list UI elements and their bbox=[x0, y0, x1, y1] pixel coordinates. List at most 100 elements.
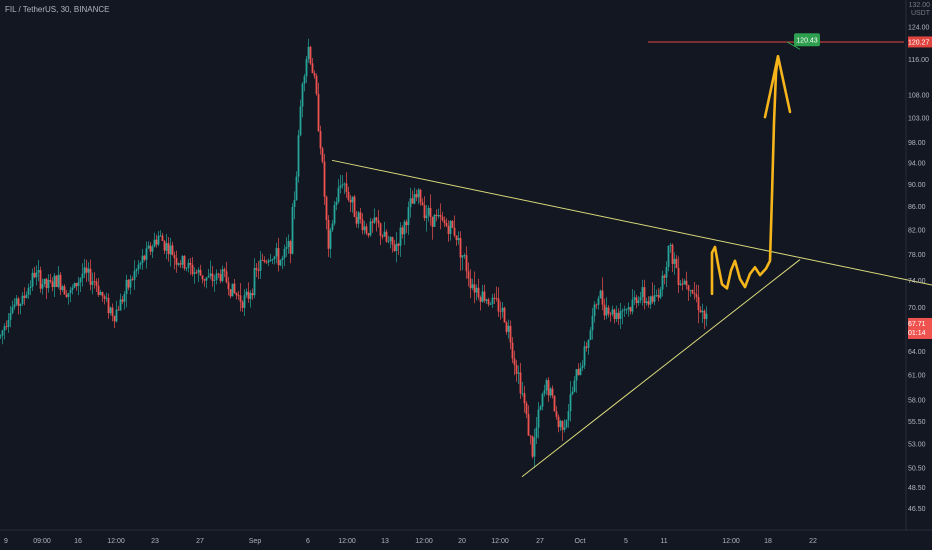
candle-body bbox=[527, 413, 530, 436]
candle-body bbox=[543, 390, 546, 394]
candle-body bbox=[41, 283, 44, 289]
candle-body bbox=[239, 295, 242, 302]
target-level-label: 120.27 bbox=[908, 39, 930, 46]
candle-body bbox=[229, 289, 232, 297]
candle-body bbox=[363, 226, 366, 231]
candle-body bbox=[295, 176, 298, 200]
candle-body bbox=[571, 391, 574, 395]
candle-body bbox=[67, 292, 70, 297]
candle-body bbox=[27, 287, 30, 295]
candle-body bbox=[25, 294, 28, 298]
candle-body bbox=[299, 106, 302, 136]
price-tick-label: 94.00 bbox=[908, 160, 926, 167]
candle-body bbox=[47, 280, 50, 289]
candle-body bbox=[61, 286, 64, 290]
candle-body bbox=[199, 269, 202, 276]
candle-body bbox=[329, 229, 332, 249]
candle-body bbox=[447, 225, 450, 234]
candle-body bbox=[355, 216, 358, 224]
candle-body bbox=[457, 238, 460, 241]
price-tick-label: 90.00 bbox=[908, 182, 926, 189]
time-tick-label: 12:00 bbox=[107, 538, 125, 545]
candle-body bbox=[489, 304, 492, 305]
candle-body bbox=[411, 198, 414, 204]
last-price-box bbox=[908, 317, 932, 339]
candle-body bbox=[235, 292, 238, 296]
candle-body bbox=[657, 295, 660, 298]
candle-body bbox=[307, 46, 310, 59]
candle-body bbox=[129, 279, 132, 288]
candle-body bbox=[353, 196, 356, 217]
candle-body bbox=[197, 269, 200, 273]
candle-body bbox=[503, 307, 506, 323]
price-axis[interactable]: 46.50 48.50 50.50 53.00 55.50 58.00 61.00 64.00… bbox=[908, 24, 930, 512]
candle-body bbox=[227, 282, 230, 290]
time-tick-label: 09:00 bbox=[33, 538, 51, 545]
candle-body bbox=[279, 260, 282, 266]
candle-body bbox=[127, 279, 130, 288]
candle-body bbox=[621, 310, 624, 312]
candle-body bbox=[147, 245, 150, 249]
symbol-title[interactable]: FIL / TetherUS, 30, BINANCE bbox=[5, 5, 110, 14]
candle-body bbox=[65, 294, 68, 297]
candle-body bbox=[109, 307, 112, 314]
candle-body bbox=[407, 207, 410, 226]
candle-body bbox=[623, 309, 626, 311]
candle-body bbox=[645, 301, 648, 304]
candle-body bbox=[505, 322, 508, 332]
target-level-box bbox=[908, 36, 932, 48]
candle-body bbox=[357, 212, 360, 224]
candle-body bbox=[111, 307, 114, 316]
candle-body bbox=[633, 297, 636, 300]
candle-body bbox=[221, 269, 224, 281]
time-tick-label: 27 bbox=[536, 538, 544, 545]
candle-body bbox=[237, 295, 240, 297]
candle-body bbox=[349, 199, 352, 203]
candle-body bbox=[9, 313, 12, 320]
candle-body bbox=[301, 83, 304, 107]
time-tick-label: 6 bbox=[306, 538, 310, 545]
candle-body bbox=[567, 411, 570, 421]
candle-body bbox=[603, 304, 606, 316]
candle-body bbox=[83, 267, 86, 274]
candle-body bbox=[245, 291, 248, 296]
candle-body bbox=[435, 214, 438, 217]
candle-body bbox=[545, 380, 548, 391]
candle-body bbox=[693, 293, 696, 295]
time-axis[interactable]: 9 09:00 16 12:00 23 27 Sep 6 12:00 13 12:00 20 12:00… bbox=[4, 538, 817, 545]
candle-body bbox=[405, 221, 408, 226]
candle-body bbox=[251, 293, 254, 296]
candle-body bbox=[137, 264, 140, 270]
candle-body bbox=[443, 220, 446, 224]
candle-body bbox=[551, 388, 554, 396]
candle-body bbox=[305, 58, 308, 77]
candle-body bbox=[661, 275, 664, 290]
candle-body bbox=[51, 281, 54, 288]
time-tick-label: Oct bbox=[575, 538, 586, 545]
candle-body bbox=[39, 270, 42, 289]
candle-body bbox=[165, 243, 168, 251]
candle-body bbox=[429, 207, 432, 217]
candle-body bbox=[607, 307, 610, 314]
candle-body bbox=[313, 73, 316, 76]
candle-body bbox=[89, 268, 92, 285]
candle-body bbox=[467, 271, 470, 279]
candle-body bbox=[159, 235, 162, 237]
candle-body bbox=[249, 293, 252, 299]
candle-body bbox=[233, 283, 236, 293]
candle-body bbox=[461, 255, 464, 258]
candle-body bbox=[413, 194, 416, 204]
candle-body bbox=[613, 309, 616, 320]
candle-body bbox=[103, 296, 106, 299]
currency-indicator[interactable]: 132.00 USDT bbox=[909, 2, 930, 18]
candle-body bbox=[293, 199, 296, 208]
candle-body bbox=[525, 403, 528, 414]
candle-body bbox=[377, 220, 380, 224]
candle-body bbox=[267, 260, 270, 263]
time-tick-label: 12:00 bbox=[722, 538, 740, 545]
candle-body bbox=[21, 295, 24, 304]
candle-body bbox=[585, 346, 588, 348]
candle-body bbox=[5, 326, 8, 328]
candle-body bbox=[331, 223, 334, 230]
